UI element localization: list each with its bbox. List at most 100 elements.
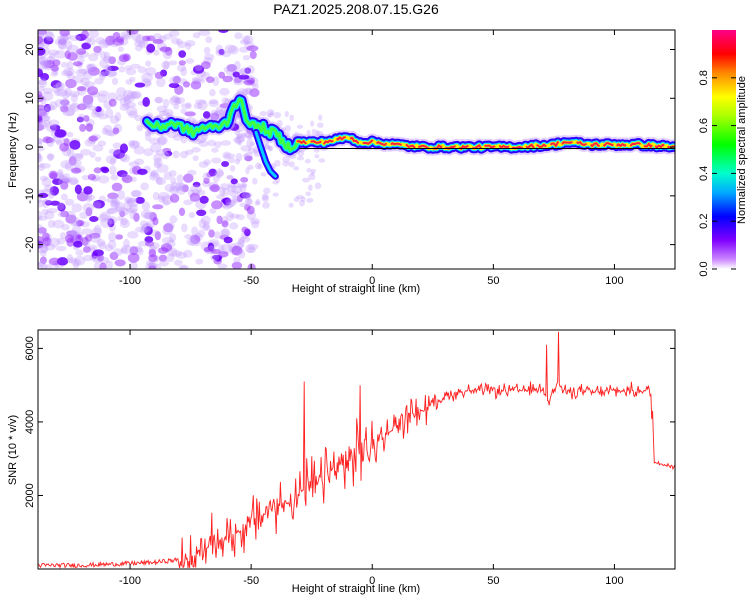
spectral-noise-blob — [143, 80, 152, 87]
spectral-noise-blob — [49, 200, 61, 206]
spectral-noise-blob — [64, 177, 73, 183]
spectrogram-x-tick-label: -50 — [243, 275, 259, 287]
spectral-noise-blob — [57, 39, 66, 49]
spectral-noise-blob — [55, 82, 64, 90]
spectral-noise-blob — [164, 150, 173, 157]
spectral-noise-blob — [133, 145, 145, 155]
spectral-noise-blob — [218, 251, 229, 258]
spectral-noise-blob — [130, 63, 141, 69]
spectral-noise-blob — [239, 184, 247, 193]
spectral-noise-blob — [214, 141, 222, 148]
spectral-noise-blob — [128, 110, 139, 119]
spectral-noise-blob — [208, 229, 215, 238]
spectral-noise-blob — [93, 167, 102, 174]
spectral-noise-blob — [98, 213, 109, 222]
spectral-noise-blob — [314, 153, 320, 159]
spectral-noise-blob — [157, 191, 170, 201]
spectral-noise-blob — [241, 88, 254, 95]
spectral-noise-blob — [149, 242, 160, 250]
spectral-noise-blob — [239, 192, 251, 199]
spectral-noise-blob — [105, 260, 114, 269]
spectral-noise-blob — [189, 239, 202, 247]
spectral-noise-blob — [183, 173, 194, 183]
spectral-noise-blob — [172, 75, 181, 84]
spectral-noise-blob — [198, 30, 211, 37]
spectral-noise-blob — [296, 124, 304, 129]
spectral-noise-blob — [71, 258, 82, 267]
spectral-noise-blob — [121, 174, 133, 184]
spectral-noise-blob — [100, 217, 113, 228]
spectral-noise-blob — [190, 234, 201, 245]
spectral-noise-blob — [170, 37, 180, 45]
spectral-noise-blob — [119, 103, 129, 111]
spectral-noise-blob — [140, 209, 153, 219]
spectral-noise-blob — [229, 190, 241, 198]
spectral-noise-blob — [216, 215, 223, 225]
spectral-noise-blob — [149, 172, 160, 181]
spectral-noise-blob — [77, 113, 86, 123]
spectral-noise-blob — [240, 236, 251, 243]
snr-x-tick-label: 100 — [605, 575, 623, 587]
spectral-noise-blob — [87, 86, 99, 96]
spectral-noise-blob — [226, 64, 235, 70]
spectral-noise-blob — [84, 196, 93, 203]
spectral-noise-blob — [219, 186, 226, 197]
spectral-noise-blob — [221, 161, 230, 168]
spectral-noise-blob — [98, 175, 110, 184]
spectral-noise-blob — [129, 209, 136, 220]
spectral-noise-blob — [223, 153, 236, 159]
spectral-noise-blob — [127, 30, 139, 35]
spectral-noise-blob — [222, 151, 231, 160]
chart-title: PAZ1.2025.208.07.15.G26 — [273, 1, 439, 17]
spectral-noise-blob — [69, 159, 82, 167]
spectral-noise-blob — [52, 219, 65, 229]
spectral-noise-blob — [81, 30, 90, 40]
spectral-noise-blob — [87, 66, 100, 76]
spectral-noise-blob — [71, 160, 78, 166]
spectral-noise-blob — [71, 225, 82, 234]
spectral-noise-blob — [180, 103, 192, 109]
spectral-noise-blob — [123, 95, 135, 104]
spectral-noise-blob — [112, 127, 120, 135]
spectral-noise-blob — [38, 195, 42, 204]
spectral-noise-blob — [119, 218, 130, 229]
spectral-noise-blob — [284, 110, 289, 118]
spectral-noise-blob — [243, 153, 250, 159]
spectral-noise-blob — [288, 202, 294, 208]
spectral-noise-blob — [222, 75, 233, 83]
spectral-noise-blob — [162, 108, 174, 117]
spectral-noise-blob — [78, 68, 89, 75]
spectral-noise-blob — [244, 67, 251, 74]
spectral-noise-blob — [310, 171, 315, 176]
spectral-noise-blob — [40, 244, 49, 254]
spectral-noise-blob — [143, 212, 154, 220]
spectral-noise-blob — [212, 172, 220, 183]
spectral-noise-blob — [76, 116, 84, 123]
spectral-noise-blob — [237, 250, 246, 259]
spectral-noise-blob — [141, 201, 151, 211]
spectral-noise-blob — [62, 109, 75, 117]
spectral-noise-blob — [144, 226, 153, 236]
spectral-noise-blob — [42, 237, 52, 247]
spectral-noise-blob — [104, 129, 115, 137]
spectral-noise-blob — [43, 36, 54, 45]
snr-x-tick-label: -100 — [119, 575, 141, 587]
spectral-noise-blob — [73, 240, 83, 248]
spectral-noise-blob — [178, 50, 187, 58]
spectral-noise-blob — [63, 67, 75, 76]
spectral-noise-blob — [155, 96, 163, 104]
spectral-noise-blob — [193, 65, 205, 74]
spectral-noise-blob — [50, 80, 62, 89]
spectral-noise-blob — [108, 98, 117, 107]
spectral-noise-blob — [117, 46, 124, 53]
snr-x-tick-label: 0 — [369, 575, 375, 587]
spectral-noise-blob — [42, 91, 54, 101]
spectral-noise-blob — [109, 42, 120, 48]
spectral-noise-blob — [190, 184, 202, 194]
spectral-noise-blob — [185, 42, 192, 50]
spectral-noise-blob — [229, 222, 239, 230]
spectral-noise-blob — [226, 64, 237, 72]
spectral-noise-blob — [153, 49, 160, 56]
spectral-noise-blob — [60, 181, 69, 190]
spectral-noise-blob — [130, 90, 142, 100]
